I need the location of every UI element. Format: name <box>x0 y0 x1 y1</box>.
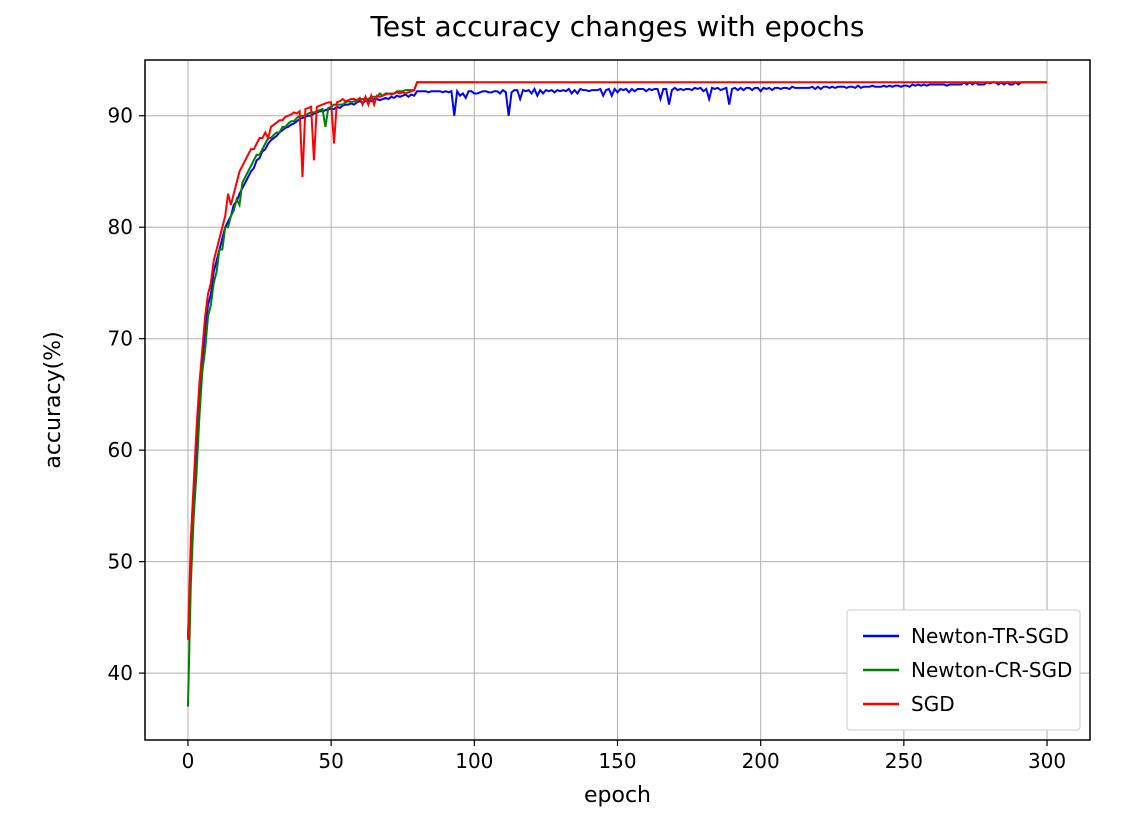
x-tick-label: 100 <box>455 749 493 773</box>
x-tick-label: 150 <box>598 749 636 773</box>
y-tick-label: 80 <box>108 215 133 239</box>
legend-label: Newton-CR-SGD <box>911 658 1072 682</box>
x-axis-label: epoch <box>584 783 651 808</box>
x-tick-label: 50 <box>318 749 343 773</box>
x-tick-label: 300 <box>1028 749 1066 773</box>
y-tick-label: 70 <box>108 327 133 351</box>
legend: Newton-TR-SGD Newton-CR-SGD SGD <box>847 610 1080 730</box>
chart-container: 0 50 100 150 200 250 300 40 50 60 70 80 90 epoch accur… <box>0 0 1134 828</box>
x-tick-label: 200 <box>742 749 780 773</box>
chart-title: Test accuracy changes with epochs <box>370 10 865 43</box>
legend-label: SGD <box>911 692 955 716</box>
legend-label: Newton-TR-SGD <box>911 624 1069 648</box>
x-tick-label: 0 <box>182 749 195 773</box>
y-tick-label: 40 <box>108 661 133 685</box>
y-axis-label: accuracy(%) <box>41 331 66 468</box>
y-tick-label: 90 <box>108 104 133 128</box>
chart-svg: 0 50 100 150 200 250 300 40 50 60 70 80 90 epoch accur… <box>0 0 1134 828</box>
y-tick-label: 50 <box>108 550 133 574</box>
y-tick-label: 60 <box>108 438 133 462</box>
x-tick-label: 250 <box>885 749 923 773</box>
